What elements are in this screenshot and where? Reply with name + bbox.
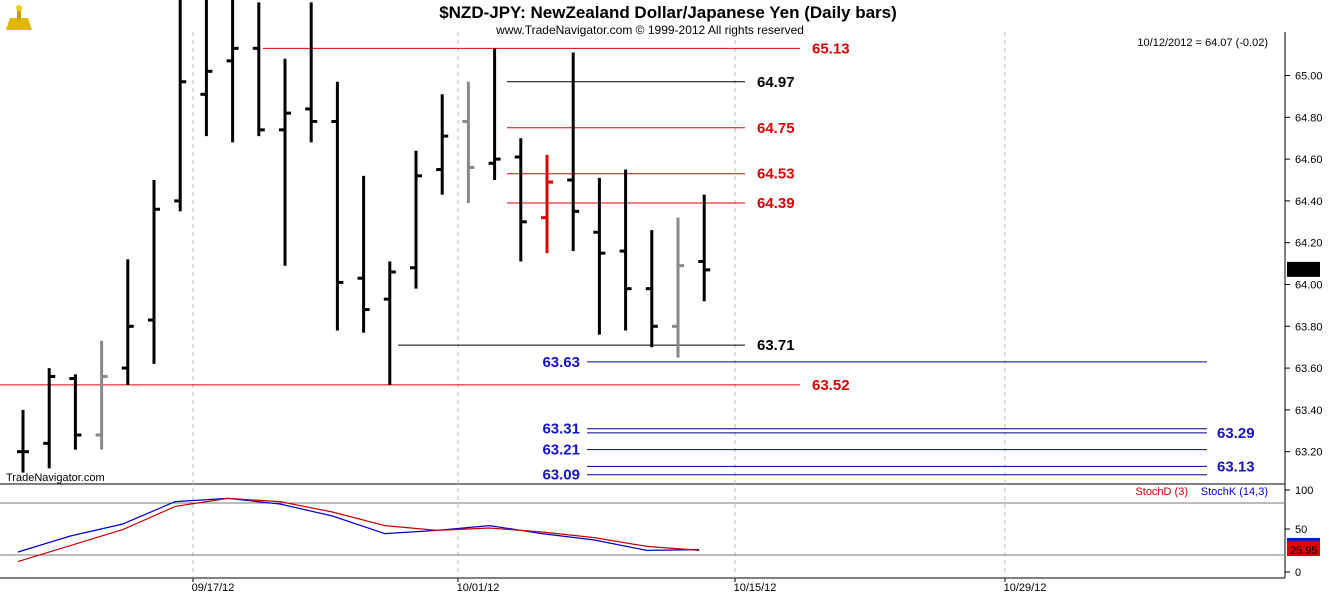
price-axis: 65.00 64.80 64.60 64.40 64.20 64.00 63.80 63.60…	[1285, 71, 1323, 459]
ohlc-bar-13	[357, 175, 370, 333]
ohlc-bar-26	[698, 194, 711, 302]
stoch-tick-label-0: 0	[1295, 567, 1301, 579]
y-tick-label-64.60: 64.60	[1295, 154, 1323, 166]
ohlc-bar-9	[252, 2, 265, 137]
stoch-tick-label-50: 50	[1295, 524, 1307, 536]
legend-stoch-k: StochK (14,3)	[1201, 486, 1268, 498]
ohlc-bar-20	[541, 154, 553, 254]
copyright-text: www.TradeNavigator.com © 1999-2012 All r…	[495, 23, 804, 37]
ohlc-bar-23	[619, 169, 632, 331]
y-tick-label-63.80: 63.80	[1295, 321, 1323, 333]
y-tick-label-64.80: 64.80	[1295, 112, 1323, 124]
ohlc-bar-6	[174, 0, 187, 212]
ohlc-bar-18	[488, 48, 501, 180]
last-price-box	[1287, 261, 1320, 277]
ohlc-bar-7	[200, 0, 213, 137]
stoch-line-0	[17, 497, 700, 553]
ohlc-bar-25	[672, 217, 684, 358]
y-tick-label-64.40: 64.40	[1295, 196, 1323, 208]
ohlc-bar-24	[645, 230, 658, 348]
level-label-63.52: 63.52	[812, 377, 850, 394]
ohlc-bar-0	[17, 409, 29, 473]
y-tick-label-64.20: 64.20	[1295, 238, 1323, 250]
ohlc-bar-15	[410, 150, 422, 289]
level-label-63.13: 63.13	[1217, 458, 1255, 475]
ohlc-bar-17	[462, 81, 475, 203]
price-levels: 65.13 64.97 64.75 64.53 64.39 63.71 63.63 63.52…	[0, 40, 1255, 484]
price-bars	[17, 0, 711, 473]
level-label-63.63: 63.63	[542, 354, 580, 371]
ohlc-bar-22	[593, 177, 606, 335]
level-label-64.97: 64.97	[757, 74, 795, 91]
ohlc-bar-2	[69, 374, 82, 450]
level-label-64.75: 64.75	[757, 120, 795, 137]
ohlc-bar-12	[331, 81, 344, 331]
y-tick-label-63.20: 63.20	[1295, 447, 1323, 459]
x-tick-label-2: 10/15/12	[734, 582, 777, 594]
last-price-label: 64.07	[1290, 265, 1318, 277]
y-tick-label-63.60: 63.60	[1295, 363, 1323, 375]
legend-stoch-d: StochD (3)	[1135, 486, 1188, 498]
ohlc-bar-1	[43, 368, 56, 469]
ohlc-bar-5	[148, 180, 160, 364]
chart-frame	[0, 32, 1286, 579]
level-label-63.31: 63.31	[542, 421, 580, 438]
ohlc-bar-10	[279, 58, 291, 266]
ohlc-bar-3	[95, 340, 108, 450]
y-tick-label-63.40: 63.40	[1295, 405, 1323, 417]
stoch-tick-label-100: 100	[1295, 485, 1313, 497]
stochastic-panel: 100 50 0 StochD (3) StochK (14,3) 25.95	[0, 485, 1320, 579]
date-axis: 09/17/12 10/01/12 10/15/12 10/29/12	[192, 578, 1047, 594]
level-label-65.13: 65.13	[812, 40, 850, 57]
ohlc-bar-19	[514, 138, 527, 262]
ohlc-bar-11	[305, 2, 318, 143]
level-label-63.29: 63.29	[1217, 425, 1255, 442]
y-tick-label-65.00: 65.00	[1295, 71, 1323, 83]
level-label-63.71: 63.71	[757, 337, 795, 354]
ohlc-bar-8	[226, 0, 239, 143]
watermark-text: TradeNavigator.com	[6, 472, 105, 484]
stoch-last-box	[1287, 544, 1320, 556]
ohlc-bar-21	[567, 52, 580, 252]
ohlc-bar-4	[121, 259, 134, 385]
vertical-grid	[192, 32, 1006, 578]
x-tick-label-3: 10/29/12	[1004, 582, 1047, 594]
level-label-64.53: 64.53	[757, 166, 795, 183]
chart-title: $NZD-JPY: NewZealand Dollar/Japanese Yen…	[439, 3, 897, 22]
level-label-63.09: 63.09	[542, 467, 580, 484]
tradenavigator-logo-icon	[6, 5, 32, 30]
level-label-64.39: 64.39	[757, 195, 795, 212]
x-tick-label-1: 10/01/12	[457, 582, 500, 594]
y-tick-label-64.00: 64.00	[1295, 280, 1323, 292]
ohlc-bar-14	[383, 261, 396, 385]
stoch-last-label: 25.95	[1290, 545, 1318, 557]
x-tick-label-0: 09/17/12	[192, 582, 235, 594]
ohlc-bar-16	[436, 94, 449, 195]
stoch-line-1	[17, 497, 700, 563]
level-label-63.21: 63.21	[542, 442, 580, 459]
last-quote-text: 10/12/2012 = 64.07 (-0.02)	[1137, 37, 1268, 49]
